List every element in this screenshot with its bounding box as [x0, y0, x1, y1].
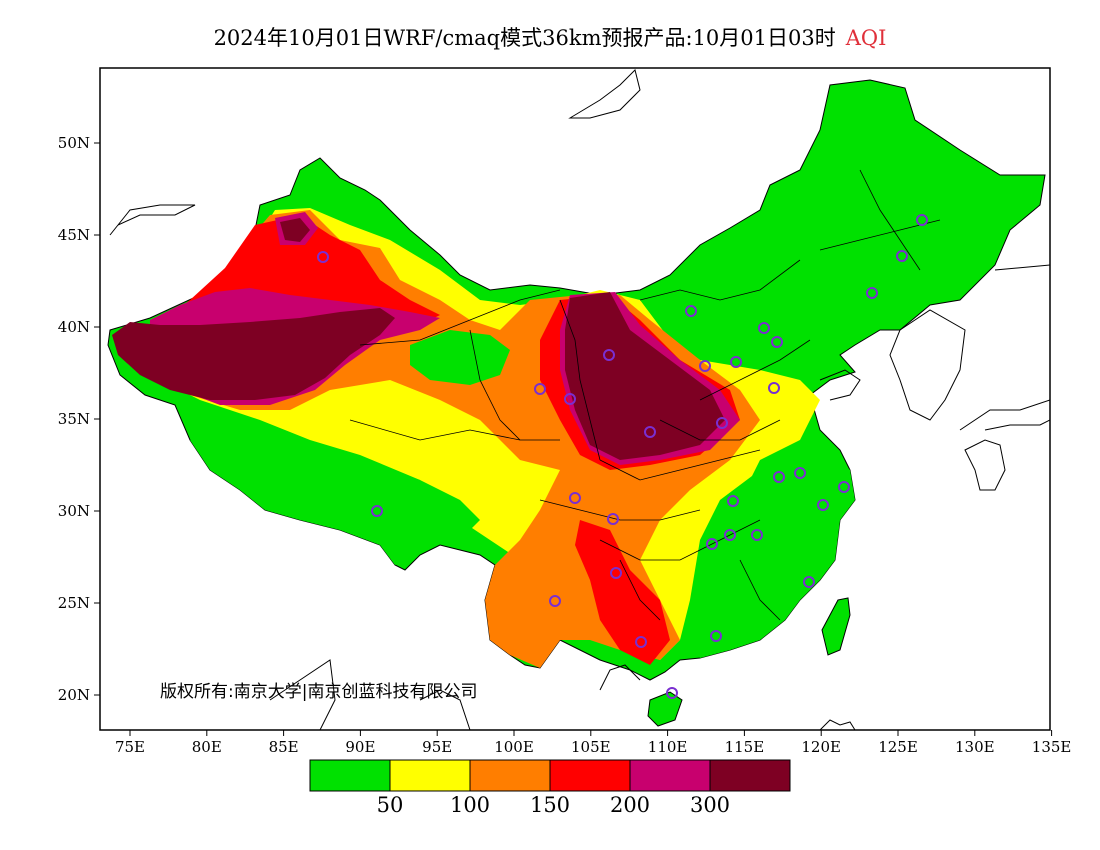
lat-tick-label: 20N: [58, 686, 90, 704]
aqi-band-green-southeast: [690, 440, 855, 658]
lon-tick-label: 120E: [801, 738, 841, 756]
lat-tick-label: 45N: [58, 226, 90, 244]
longitude-axis: 75E 80E 85E 90E 95E 100E 105E 110E 115E 120E 125E 1…: [115, 730, 1071, 756]
legend-label: 200: [610, 793, 650, 817]
lon-tick-label: 85E: [269, 738, 299, 756]
legend-swatch: [549, 759, 631, 792]
lat-tick-label: 40N: [58, 318, 90, 336]
hainan-region: [647, 691, 683, 727]
lat-tick-label: 50N: [58, 134, 90, 152]
legend-label: 150: [530, 793, 570, 817]
title-variable: AQI: [845, 26, 887, 50]
lat-tick-label: 35N: [58, 410, 90, 428]
legend-label: 100: [450, 793, 490, 817]
legend-swatch: [389, 759, 471, 792]
lon-tick-label: 95E: [422, 738, 452, 756]
plot-area: 版权所有:南京大学|南京创蓝科技有限公司: [107, 69, 1050, 730]
aqi-legend: 50 100 150 200 300: [309, 759, 791, 817]
legend-swatch: [309, 759, 391, 792]
lon-tick-label: 115E: [725, 738, 765, 756]
lat-tick-label: 25N: [58, 594, 90, 612]
legend-label: 300: [690, 793, 730, 817]
taiwan-region: [821, 597, 851, 656]
lon-tick-label: 110E: [648, 738, 688, 756]
legend-swatch: [709, 759, 791, 792]
lon-tick-label: 75E: [115, 738, 145, 756]
copyright-text: 版权所有:南京大学|南京创蓝科技有限公司: [160, 682, 477, 702]
neighbor-coastlines: [109, 69, 1050, 730]
plot-frame: [99, 67, 1051, 731]
lon-tick-label: 130E: [955, 738, 995, 756]
lon-tick-label: 125E: [878, 738, 918, 756]
title-main: 2024年10月01日WRF/cmaq模式36km预报产品:10月01日03时: [213, 26, 836, 50]
aqi-band-maroon: [112, 218, 725, 460]
legend-swatch: [469, 759, 551, 792]
lon-tick-label: 135E: [1032, 738, 1072, 756]
province-boundaries: [349, 169, 941, 621]
legend-swatch: [629, 759, 711, 792]
lon-tick-label: 80E: [192, 738, 222, 756]
aqi-band-green-tarim: [410, 330, 510, 385]
lat-tick-label: 30N: [58, 502, 90, 520]
legend-label: 50: [377, 793, 404, 817]
aqi-band-green-tibet: [190, 430, 480, 565]
latitude-axis: 50N 45N 40N 35N 30N 25N 20N: [58, 134, 100, 704]
station-markers: [317, 214, 928, 699]
lon-tick-label: 105E: [571, 738, 611, 756]
map-title: 2024年10月01日WRF/cmaq模式36km预报产品:10月01日03时 A…: [0, 22, 1100, 52]
lon-tick-label: 90E: [345, 738, 375, 756]
lon-tick-label: 100E: [494, 738, 534, 756]
